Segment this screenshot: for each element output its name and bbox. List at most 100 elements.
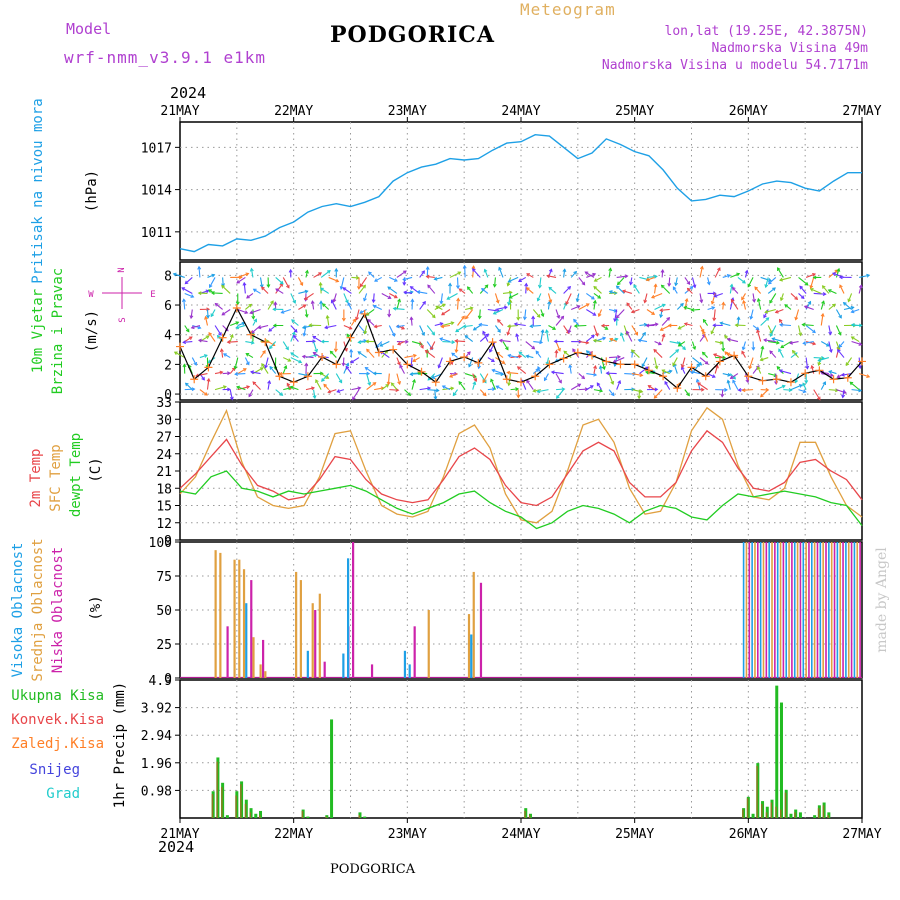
wind-arrowhead — [318, 281, 323, 286]
wind-arrowhead — [748, 365, 753, 370]
wind-arrowhead — [341, 317, 346, 322]
wind-arrow — [185, 382, 193, 391]
wind-arrowhead — [776, 340, 780, 345]
y-axis-temperature: 9 12 15 18 21 24 27 30 33 — [156, 396, 862, 549]
wind-arrowhead — [431, 314, 436, 319]
wind-arrow — [496, 352, 504, 358]
wind-arrowhead — [518, 354, 523, 359]
wind-arrowhead — [593, 365, 597, 370]
wind-arrowhead — [726, 337, 731, 342]
wind-arrowhead — [660, 269, 665, 273]
wind-arrowhead — [421, 332, 425, 336]
wind-arrow — [526, 273, 534, 278]
wind-arrow — [772, 338, 784, 343]
wind-axis-label-1: 10m Vjetar — [30, 289, 46, 373]
wind-arrow — [275, 283, 283, 294]
wind-arrowhead — [702, 318, 707, 323]
wind-arrow — [691, 341, 696, 350]
wind-arrowhead — [677, 325, 682, 330]
wind-arrowhead — [233, 365, 238, 370]
wind-arrowhead — [482, 330, 486, 335]
conv-precip-bar — [827, 815, 829, 818]
wind-arrowhead — [485, 333, 490, 338]
wind-arrowhead — [503, 305, 508, 310]
wind-arrowhead — [312, 335, 317, 340]
wind-arrowhead — [372, 304, 377, 309]
wind-arrowhead — [608, 267, 613, 272]
wind-arrowhead — [344, 347, 348, 352]
wind-arrow — [430, 341, 436, 350]
wind-arrowhead — [197, 325, 202, 330]
total-precip-bar — [765, 806, 769, 818]
wind-arrowhead — [548, 299, 553, 304]
wind-arrowhead — [592, 312, 597, 316]
wind-speed-point — [758, 376, 767, 385]
wind-arrow — [765, 308, 776, 313]
wind-arrow — [646, 309, 655, 315]
wind-arrowhead — [680, 302, 684, 307]
wind-arrow — [514, 323, 526, 327]
overcast-bar — [751, 542, 753, 678]
wind-arrow — [214, 386, 227, 391]
y-axis-pressure: 1011 1014 1017 — [141, 141, 862, 241]
wind-arrowhead — [857, 365, 862, 370]
wind-arrowhead — [747, 283, 752, 288]
wind-arrow — [574, 324, 587, 327]
overcast-bar — [785, 542, 788, 678]
overcast-bar — [765, 542, 768, 678]
wind-arrowhead — [433, 276, 438, 281]
wind-arrowhead — [597, 295, 602, 299]
wind-arrowhead — [712, 353, 717, 357]
wind-arrow — [269, 341, 277, 349]
wind-arrowhead — [245, 353, 250, 357]
wind-arrow — [573, 319, 580, 326]
wind-arrowhead — [403, 290, 408, 295]
high-cloud-bar — [403, 650, 407, 678]
wind-arrow — [586, 309, 596, 316]
wind-arrowhead — [390, 382, 395, 387]
wind-arrow — [684, 277, 691, 285]
wind-arrowhead — [777, 267, 781, 271]
wind-speed-point — [786, 378, 795, 387]
wind-arrowhead — [402, 277, 407, 282]
wind-arrow — [845, 357, 853, 366]
overcast-bar — [856, 542, 859, 678]
y-tick-label: 24 — [156, 448, 172, 463]
wind-compass: N W E S — [88, 267, 155, 322]
wind-arrowhead — [435, 388, 440, 393]
wind-arrow — [540, 329, 544, 342]
wind-arrowhead — [641, 363, 646, 368]
wind-arrow — [805, 357, 809, 369]
wind-arrowhead — [427, 284, 431, 289]
wind-arrowhead — [812, 272, 817, 277]
wind-arrow — [208, 332, 216, 342]
wind-arrowhead — [558, 379, 562, 384]
wind-arrow — [547, 293, 552, 303]
wind-arrow — [626, 331, 633, 342]
wind-arrowhead — [567, 285, 572, 290]
wind-arrow — [419, 325, 425, 336]
wind-arrowhead — [235, 321, 240, 325]
wind-arrow — [367, 319, 375, 326]
wind-speed-point — [204, 363, 213, 372]
conv-precip-bar — [235, 795, 237, 818]
wind-arrow — [312, 335, 322, 342]
wind-arrow — [426, 275, 435, 278]
wind-arrowhead — [397, 341, 402, 346]
y-tick-label: 50 — [156, 604, 172, 619]
wind-arrowhead — [363, 297, 367, 302]
wind-arrow — [851, 341, 862, 346]
wind-arrowhead — [789, 340, 793, 345]
wind-arrow — [841, 373, 852, 376]
wind-arrowhead — [686, 281, 691, 285]
wind-arrowhead — [760, 345, 765, 350]
temp-unit-label: (C) — [88, 457, 104, 482]
overcast-bar — [776, 542, 779, 678]
wind-arrow — [404, 291, 413, 295]
wind-arrow — [237, 368, 247, 375]
wind-arrowhead — [698, 361, 703, 366]
wind-arrowhead — [416, 290, 421, 295]
wind-arrowhead — [729, 375, 734, 379]
wind-arrowhead — [249, 310, 254, 315]
wind-arrowhead — [391, 332, 396, 337]
